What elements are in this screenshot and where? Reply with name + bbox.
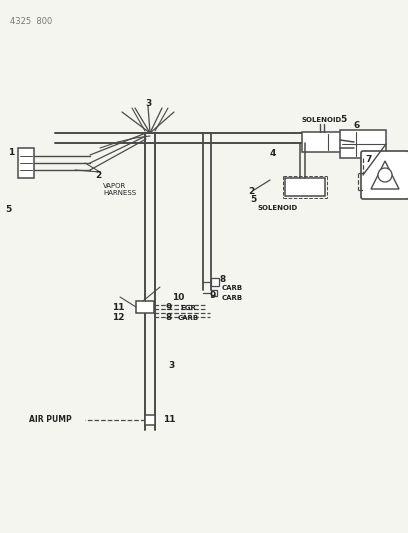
Text: 1: 1: [8, 148, 14, 157]
Text: 11: 11: [163, 416, 175, 424]
Text: 7: 7: [365, 156, 371, 165]
Text: 8: 8: [165, 313, 171, 322]
Text: 3: 3: [168, 360, 174, 369]
Text: 8: 8: [220, 276, 226, 285]
Bar: [18, 148, 34, 178]
Text: SOLENOID: SOLENOID: [302, 117, 342, 123]
Text: 5: 5: [250, 196, 256, 205]
Text: SOLENOID: SOLENOID: [258, 205, 298, 211]
Text: CARB: CARB: [178, 315, 199, 321]
Text: VAPOR
HARNESS: VAPOR HARNESS: [103, 183, 136, 196]
Bar: [285, 178, 325, 196]
Text: 5: 5: [5, 206, 11, 214]
Text: 5: 5: [340, 116, 346, 125]
Bar: [302, 132, 354, 152]
Text: 4: 4: [270, 149, 276, 157]
Text: 2: 2: [95, 171, 101, 180]
Bar: [136, 301, 154, 313]
Polygon shape: [371, 161, 399, 189]
Text: 6: 6: [353, 120, 359, 130]
Circle shape: [378, 168, 392, 182]
Text: 2: 2: [248, 188, 254, 197]
FancyBboxPatch shape: [361, 151, 408, 199]
Text: 10: 10: [172, 294, 184, 303]
Text: 9: 9: [165, 303, 171, 312]
Bar: [211, 278, 219, 286]
Text: 11: 11: [113, 303, 125, 312]
Text: 9: 9: [210, 292, 216, 301]
Text: 4325  800: 4325 800: [10, 18, 52, 27]
Text: 12: 12: [113, 313, 125, 322]
Text: AIR PUMP: AIR PUMP: [29, 416, 72, 424]
Text: CARB: CARB: [222, 285, 243, 291]
Text: EGR: EGR: [180, 305, 196, 311]
Bar: [211, 290, 217, 296]
Text: CARB: CARB: [222, 295, 243, 301]
Bar: [340, 130, 386, 158]
Bar: [145, 415, 155, 425]
Text: 3: 3: [145, 99, 151, 108]
